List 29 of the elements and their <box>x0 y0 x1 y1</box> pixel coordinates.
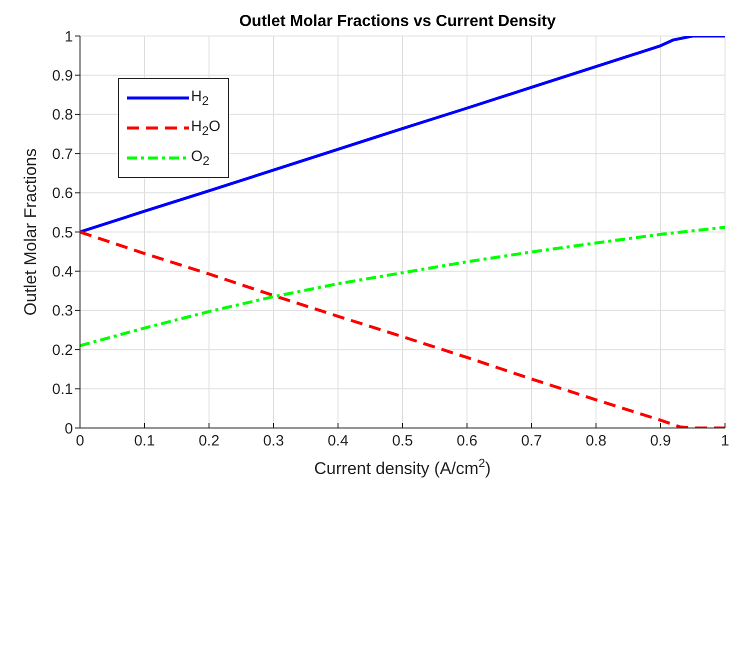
y-tick-label: 0 <box>64 420 73 438</box>
x-tick-label: 0.5 <box>392 432 413 450</box>
y-tick-label: 1 <box>64 28 73 46</box>
x-tick-label: 0 <box>76 432 84 450</box>
legend-label: H$_{2}$O <box>191 118 220 138</box>
x-tick-label: 0.3 <box>263 432 284 450</box>
x-tick-label: 0.9 <box>650 432 671 450</box>
y-tick-label: 0.2 <box>52 342 73 359</box>
y-tick-label: 0.8 <box>52 106 73 124</box>
x-tick-label: 0.1 <box>134 432 155 450</box>
y-tick-label: 0.5 <box>52 224 73 242</box>
y-tick-label: 0.7 <box>52 146 73 163</box>
y-axis-title: Outlet Molar Fractions <box>21 148 40 316</box>
x-tick-label: 0.4 <box>328 432 348 450</box>
y-tick-label: 0.9 <box>52 68 73 85</box>
legend-label: O$_{2}$ <box>191 148 210 168</box>
legend-label: H$_{2}$ <box>191 88 209 108</box>
y-tick-label: 0.6 <box>52 185 73 202</box>
x-axis-title: Current density (A/cm$^{2}$) <box>314 456 491 478</box>
x-tick-label: 0.6 <box>456 432 478 450</box>
x-tick-label: 0.2 <box>198 432 220 450</box>
x-tick-label: 0.7 <box>521 432 542 450</box>
y-tick-label: 0.1 <box>52 381 73 398</box>
line-series <box>80 226 725 348</box>
y-tick-label: 0.3 <box>52 302 73 320</box>
x-tick-label: 0.8 <box>586 432 606 450</box>
chart-title: Outlet Molar Fractions vs Current Density <box>239 13 556 30</box>
y-tick-label: 0.4 <box>52 264 73 281</box>
x-tick-label: 1 <box>720 432 730 450</box>
